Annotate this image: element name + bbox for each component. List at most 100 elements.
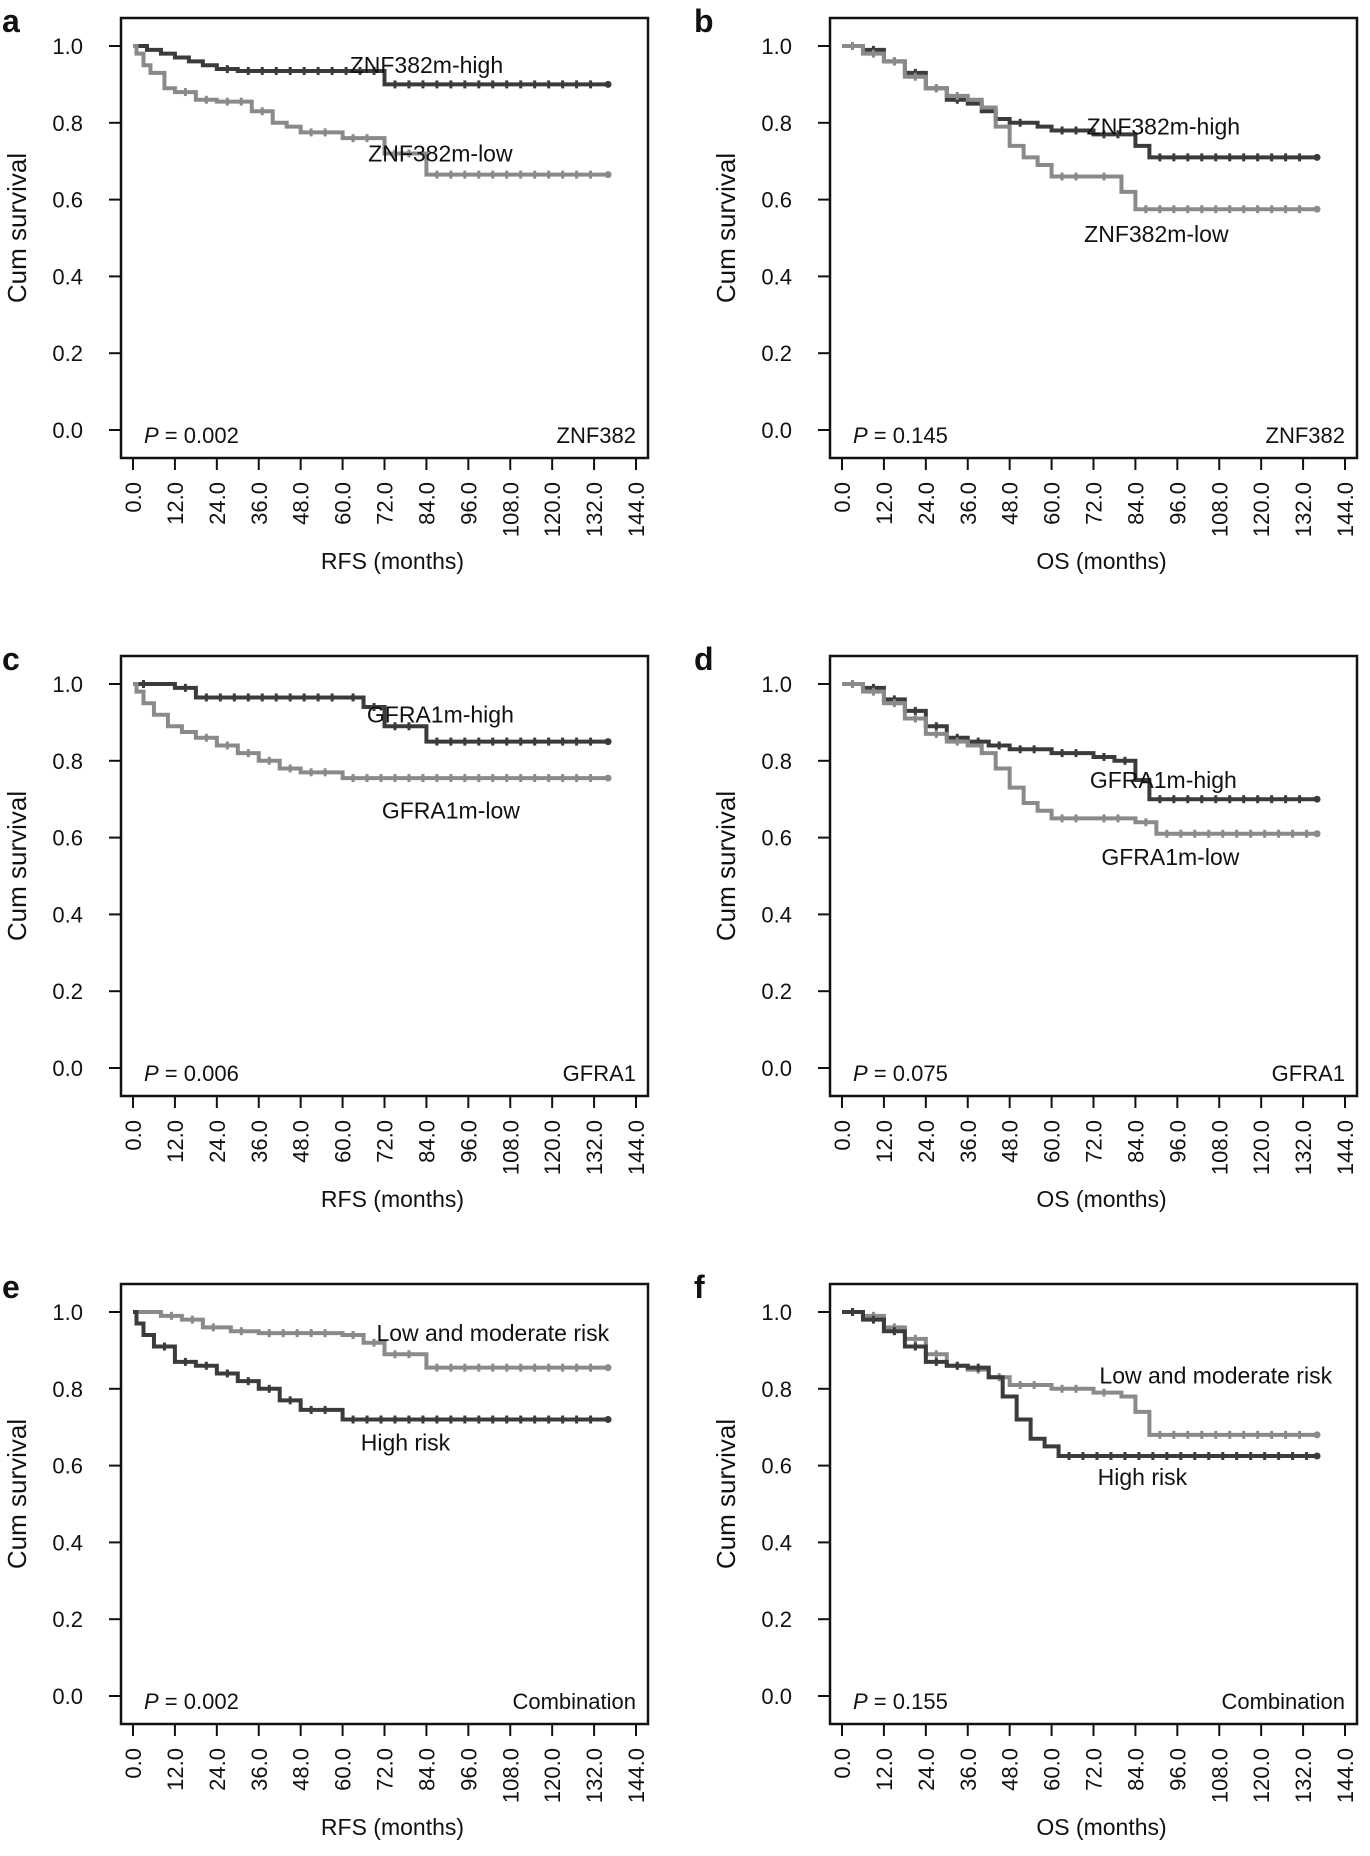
x-tick-label: 36.0 — [956, 1748, 981, 1791]
x-tick-label: 24.0 — [205, 482, 230, 525]
curve-label: Low and moderate risk — [1099, 1362, 1332, 1388]
x-tick-label: 0.0 — [121, 482, 146, 513]
censor-end-mark — [1313, 795, 1321, 803]
y-axis-label: Cum survival — [2, 153, 32, 303]
x-axis-label: RFS (months) — [321, 1814, 464, 1840]
x-tick-label: 48.0 — [289, 482, 314, 525]
x-tick-label: 0.0 — [830, 1120, 855, 1151]
y-tick-label: 1.0 — [761, 672, 792, 697]
y-tick-label: 0.4 — [761, 264, 792, 289]
panel-letter: b — [694, 3, 714, 39]
y-tick-label: 0.6 — [52, 188, 83, 213]
plot-frame — [828, 654, 1359, 1098]
curve-label: GFRA1m-high — [1090, 767, 1237, 793]
x-tick-label: 12.0 — [163, 1748, 188, 1791]
x-axis-label: OS (months) — [1036, 1186, 1166, 1212]
censor-end-mark — [1313, 1452, 1321, 1460]
plot-frame — [828, 1282, 1359, 1726]
censor-end-mark — [1313, 205, 1321, 213]
censor-end-mark — [604, 1416, 612, 1424]
x-tick-label: 132.0 — [582, 1120, 607, 1175]
x-tick-label: 0.0 — [121, 1120, 146, 1151]
x-tick-label: 120.0 — [1249, 1748, 1274, 1803]
p-value: P = 0.075 — [853, 1061, 948, 1086]
x-tick-label: 96.0 — [1165, 1748, 1190, 1791]
x-tick-label: 0.0 — [830, 1748, 855, 1779]
y-tick-label: 0.4 — [52, 1530, 83, 1555]
y-tick-label: 0.4 — [52, 902, 83, 927]
x-tick-label: 12.0 — [872, 1120, 897, 1163]
panel-f: f 0.0 0.2 0.4 0.6 0.8 1.0 0.0 12.0 24.0 36.0 48.0 60… — [694, 1269, 1359, 1840]
x-tick-label: 132.0 — [1291, 1120, 1316, 1175]
x-tick-label: 12.0 — [163, 482, 188, 525]
x-tick-label: 144.0 — [624, 482, 649, 537]
p-value: P = 0.145 — [853, 423, 948, 448]
x-tick-label: 60.0 — [1040, 1748, 1065, 1791]
panel-letter: d — [694, 641, 714, 677]
y-tick-label: 0.4 — [761, 902, 792, 927]
survival-curve-high — [842, 44, 1318, 160]
x-tick-label: 108.0 — [498, 1120, 523, 1175]
p-value-number: = 0.145 — [868, 423, 948, 448]
curve-label: GFRA1m-low — [1101, 844, 1239, 870]
survival-curve-low — [842, 682, 1318, 836]
panel-title: GFRA1 — [1272, 1061, 1345, 1086]
y-tick-label: 0.6 — [761, 1454, 792, 1479]
x-tick-label: 72.0 — [1082, 482, 1107, 525]
x-tick-label: 24.0 — [914, 1748, 939, 1791]
y-tick-label: 1.0 — [52, 1300, 83, 1325]
y-tick-label: 0.0 — [52, 1056, 83, 1081]
x-tick-label: 132.0 — [1291, 482, 1316, 537]
y-axis-label: Cum survival — [2, 1419, 32, 1569]
y-tick-label: 1.0 — [761, 1300, 792, 1325]
curve-label: High risk — [1098, 1464, 1188, 1490]
x-tick-label: 96.0 — [1165, 1120, 1190, 1163]
panel-letter: e — [2, 1269, 20, 1305]
y-tick-label: 0.0 — [761, 1056, 792, 1081]
y-tick-label: 0.8 — [52, 111, 83, 136]
panel-title: Combination — [512, 1689, 636, 1714]
x-tick-label: 84.0 — [414, 1748, 439, 1791]
x-axis-label: OS (months) — [1036, 1814, 1166, 1840]
p-value-number: = 0.002 — [159, 1689, 239, 1714]
x-tick-label: 24.0 — [205, 1748, 230, 1791]
curve-label: ZNF382m-low — [368, 141, 513, 167]
y-tick-label: 0.2 — [761, 341, 792, 366]
y-axis-label: Cum survival — [711, 153, 741, 303]
p-symbol: P — [853, 423, 868, 448]
p-symbol: P — [144, 1061, 159, 1086]
censor-end-mark — [604, 1364, 612, 1372]
x-tick-label: 120.0 — [1249, 482, 1274, 537]
panel-title: ZNF382 — [557, 423, 636, 448]
x-tick-label: 84.0 — [1123, 1120, 1148, 1163]
curve-label: GFRA1m-high — [367, 702, 514, 728]
panel-letter: a — [2, 3, 20, 39]
panel-letter: f — [694, 1269, 705, 1305]
x-tick-label: 120.0 — [540, 1120, 565, 1175]
y-tick-label: 0.2 — [52, 979, 83, 1004]
p-value: P = 0.006 — [144, 1061, 239, 1086]
y-tick-label: 0.8 — [761, 1377, 792, 1402]
x-tick-label: 12.0 — [872, 482, 897, 525]
x-tick-label: 132.0 — [1291, 1748, 1316, 1803]
y-tick-label: 0.0 — [761, 418, 792, 443]
x-tick-label: 72.0 — [373, 1120, 398, 1163]
x-tick-label: 108.0 — [1207, 1120, 1232, 1175]
y-axis-label: Cum survival — [711, 1419, 741, 1569]
p-symbol: P — [853, 1061, 868, 1086]
x-tick-label: 132.0 — [582, 1748, 607, 1803]
y-tick-label: 0.2 — [761, 1607, 792, 1632]
x-tick-label: 72.0 — [373, 482, 398, 525]
y-tick-label: 0.2 — [52, 1607, 83, 1632]
y-tick-label: 0.4 — [52, 264, 83, 289]
censor-end-mark — [604, 738, 612, 746]
y-tick-label: 0.2 — [52, 341, 83, 366]
x-tick-label: 60.0 — [1040, 1120, 1065, 1163]
x-tick-label: 24.0 — [914, 482, 939, 525]
y-tick-label: 0.6 — [761, 826, 792, 851]
panel-letter: c — [2, 641, 20, 677]
panel-d: d 0.0 0.2 0.4 0.6 0.8 1.0 0.0 12.0 24.0 36.0 48.0 60… — [694, 641, 1359, 1212]
y-tick-label: 0.6 — [52, 1454, 83, 1479]
y-tick-label: 1.0 — [52, 34, 83, 59]
p-value-number: = 0.155 — [868, 1689, 948, 1714]
